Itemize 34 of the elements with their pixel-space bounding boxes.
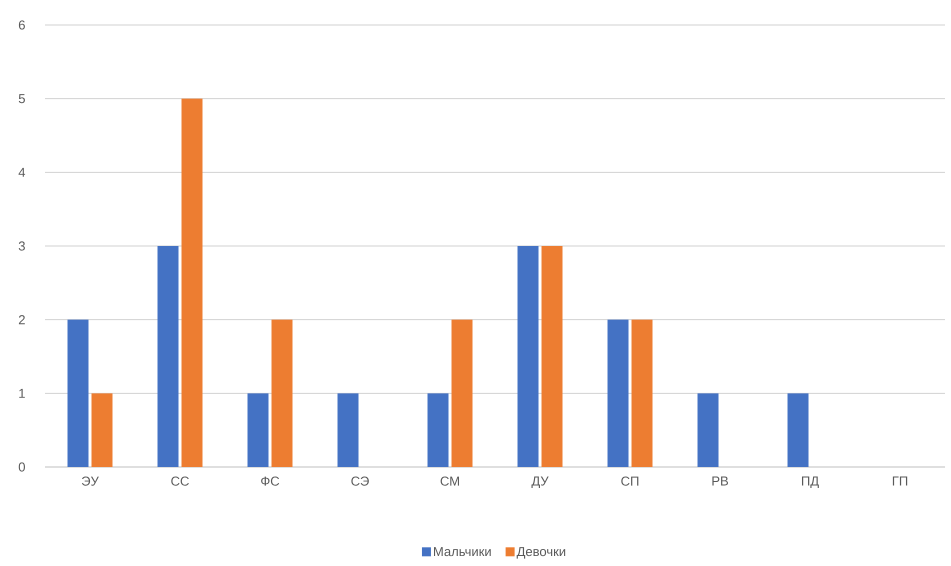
- bar: [68, 320, 88, 467]
- bar: [272, 320, 293, 467]
- bar: [338, 393, 359, 467]
- x-tick-label: ГП: [892, 476, 908, 486]
- x-tick-label: СП: [621, 476, 638, 486]
- bar: [698, 393, 719, 467]
- x-tick-label: СС: [171, 476, 189, 486]
- bar: [158, 246, 179, 467]
- x-tick-label: ДУ: [532, 476, 549, 488]
- bar: [788, 393, 809, 467]
- x-tick-label: СМ: [440, 476, 459, 486]
- x-tick-label: РВ: [712, 476, 728, 486]
- x-tick-label: СЭ: [351, 476, 369, 486]
- x-tick-label: ПД: [802, 476, 819, 488]
- bar: [518, 246, 539, 467]
- legend-label: Мальчики: [434, 547, 491, 556]
- y-tick-label: 2: [18, 315, 25, 324]
- legend-label: Девочки: [516, 547, 566, 559]
- y-tick-label: 5: [18, 94, 25, 104]
- bar: [428, 393, 449, 467]
- x-tick-label: ЭУ: [82, 476, 99, 486]
- bar: [632, 320, 653, 467]
- y-tick-label: 0: [18, 462, 25, 472]
- bar: [182, 98, 203, 467]
- x-tick-label: ФС: [261, 476, 280, 486]
- bar: [608, 320, 629, 467]
- y-tick-label: 4: [18, 168, 26, 177]
- bar: [248, 393, 269, 467]
- y-tick-label: 3: [18, 241, 25, 251]
- bar: [542, 246, 563, 467]
- bar: [452, 320, 473, 467]
- y-tick-label: 6: [18, 20, 25, 30]
- y-tick-label: 1: [19, 388, 25, 398]
- bar: [92, 393, 112, 467]
